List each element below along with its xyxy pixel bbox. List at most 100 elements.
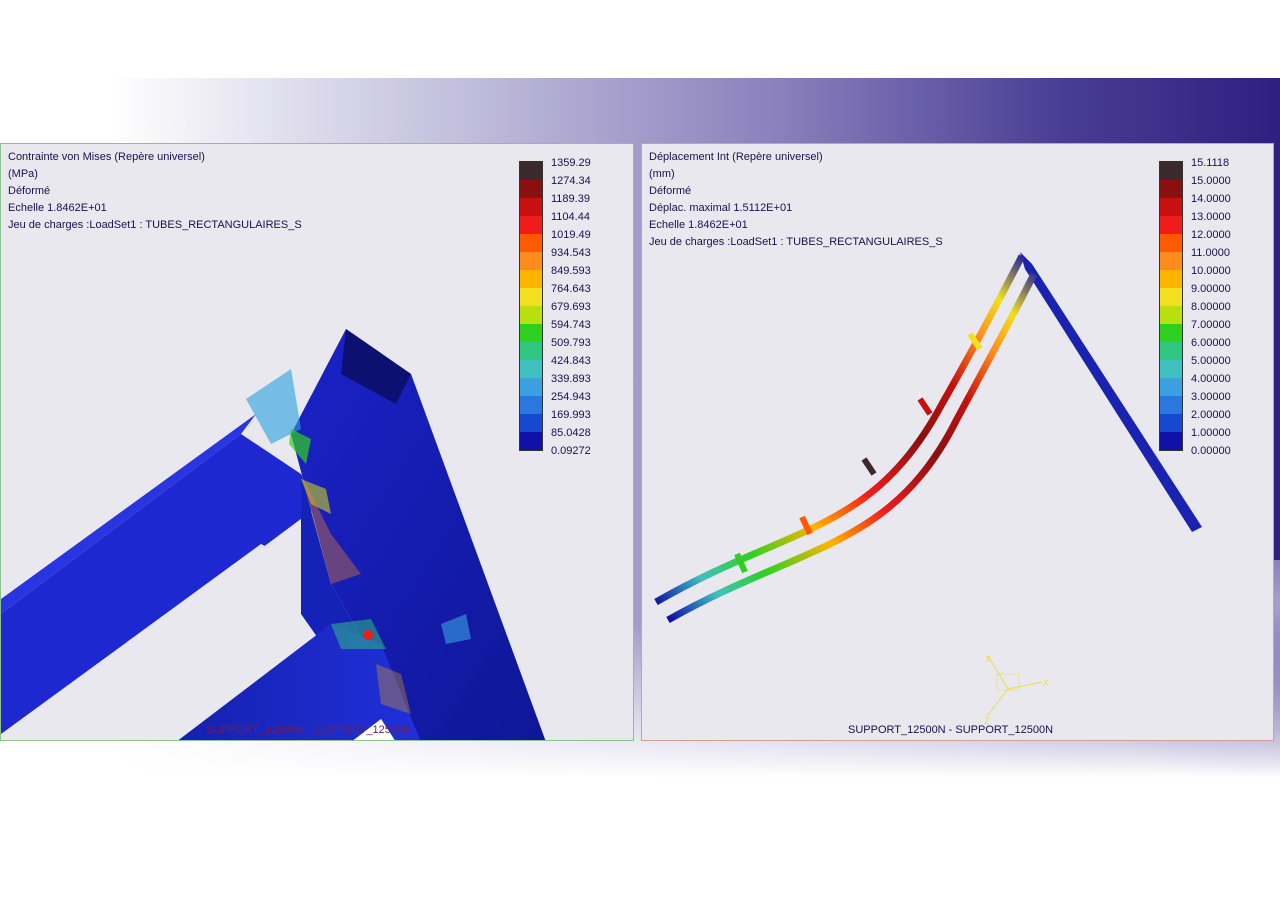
legend-swatch [1160,162,1182,180]
legend-value: 849.593 [551,265,591,277]
legend-swatch [1160,396,1182,414]
legend-swatch [520,414,542,432]
legend-value: 0.00000 [1191,445,1231,457]
legend-swatch [1160,432,1182,450]
svg-text:X: X [1043,678,1049,688]
legend-value: 7.00000 [1191,319,1231,331]
displacement-viewport[interactable]: Y X Z Déplacement Int (Repère universel)… [641,143,1274,741]
legend-color-bar [519,161,543,451]
legend-swatch [520,360,542,378]
stress-model-render [1,329,546,740]
legend-swatch [520,342,542,360]
legend-swatch [1160,378,1182,396]
legend-swatch [520,288,542,306]
legend-value: 8.00000 [1191,301,1231,313]
legend-swatch [520,198,542,216]
legend-swatch [1160,180,1182,198]
legend-value: 10.0000 [1191,265,1231,277]
displacement-model-render: Y X Z [654,252,1202,726]
loadset-label: Jeu de charges :LoadSet1 : TUBES_RECTANG… [8,219,302,231]
legend-value: 509.793 [551,337,591,349]
legend-value: 6.00000 [1191,337,1231,349]
legend-swatch [520,252,542,270]
straight-leg [1020,252,1202,532]
legend-value: 85.0428 [551,427,591,439]
upper-tube [1,434,321,740]
svg-text:Y: Y [985,654,991,664]
legend-swatch [520,432,542,450]
legend-swatch [520,216,542,234]
legend-swatch [520,306,542,324]
legend-color-bar [1159,161,1183,451]
legend-swatch [520,378,542,396]
legend-swatch [1160,342,1182,360]
legend-value: 339.893 [551,373,591,385]
legend-swatch [1160,288,1182,306]
legend-swatch [520,180,542,198]
legend-value: 14.0000 [1191,193,1231,205]
legend-swatch [1160,216,1182,234]
stress-result-info: Contrainte von Mises (Repère universel) … [8,149,302,234]
displacement-result-info: Déplacement Int (Repère universel) (mm) … [649,149,943,251]
unit-label: (MPa) [8,168,38,180]
deformed-label: Déformé [8,185,51,197]
legend-swatch [520,162,542,180]
curved-rail-upper [654,254,1026,606]
legend-value: 1274.34 [551,175,591,187]
legend-swatch [520,396,542,414]
legend-swatch [520,270,542,288]
scale-label: Echelle 1.8462E+01 [8,202,107,214]
legend-values: 1359.29 1274.34 1189.39 1104.44 1019.49 934.5… [551,154,591,460]
svg-text:Z: Z [984,716,990,726]
legend-value: 254.943 [551,391,591,403]
result-type-label: Contrainte von Mises (Repère universel) [8,151,205,163]
legend-swatch [1160,270,1182,288]
legend-swatch [1160,252,1182,270]
legend-swatch [520,324,542,342]
legend-value: 679.693 [551,301,591,313]
legend-swatch [1160,234,1182,252]
legend-value: 424.843 [551,355,591,367]
legend-value: 169.993 [551,409,591,421]
legend-value: 15.1118 [1191,157,1230,169]
legend-value: 12.0000 [1191,229,1231,241]
legend-swatch [1160,198,1182,216]
legend-value: 3.00000 [1191,391,1231,403]
legend-value: 934.543 [551,247,591,259]
result-type-label: Déplacement Int (Repère universel) [649,151,823,163]
legend-value: 764.643 [551,283,591,295]
scale-label: Echelle 1.8462E+01 [649,219,748,231]
legend-swatch [1160,306,1182,324]
loadset-label: Jeu de charges :LoadSet1 : TUBES_RECTANG… [649,236,943,248]
legend-value: 1359.29 [551,157,591,169]
unit-label: (mm) [649,168,675,180]
legend-value: 11.0000 [1191,247,1230,259]
legend-values: 15.1118 15.0000 14.0000 13.0000 12.0000 11.00… [1191,154,1231,460]
legend-value: 4.00000 [1191,373,1231,385]
legend-value: 1019.49 [551,229,591,241]
legend-swatch [520,234,542,252]
legend-value: 5.00000 [1191,355,1231,367]
coordinate-triad-icon: Y X Z [984,654,1049,726]
legend-value: 0.09272 [551,445,591,457]
deformed-label: Déformé [649,185,692,197]
legend-value: 1189.39 [551,193,590,205]
legend-swatch [1160,324,1182,342]
curved-rail-lower [666,272,1038,624]
legend-value: 9.00000 [1191,283,1231,295]
legend-value: 13.0000 [1191,211,1231,223]
lower-tube [178,624,421,740]
legend-value: 1.00000 [1191,427,1231,439]
support-caption: SUPPORT_12500N - SUPPORT_12500N [848,724,1054,736]
legend-value: 15.0000 [1191,175,1231,187]
stress-viewport[interactable]: Contrainte von Mises (Repère universel) … [0,143,634,741]
legend-swatch [1160,414,1182,432]
support-caption: SUPPORT_12500N - SUPPORT_12500N [206,724,412,736]
tube-opening [341,329,411,404]
legend-value: 594.743 [551,319,591,331]
legend-value: 1104.44 [551,211,590,223]
max-displacement-label: Déplac. maximal 1.5112E+01 [649,202,793,214]
legend-swatch [1160,360,1182,378]
legend-value: 2.00000 [1191,409,1231,421]
main-member [291,329,546,740]
